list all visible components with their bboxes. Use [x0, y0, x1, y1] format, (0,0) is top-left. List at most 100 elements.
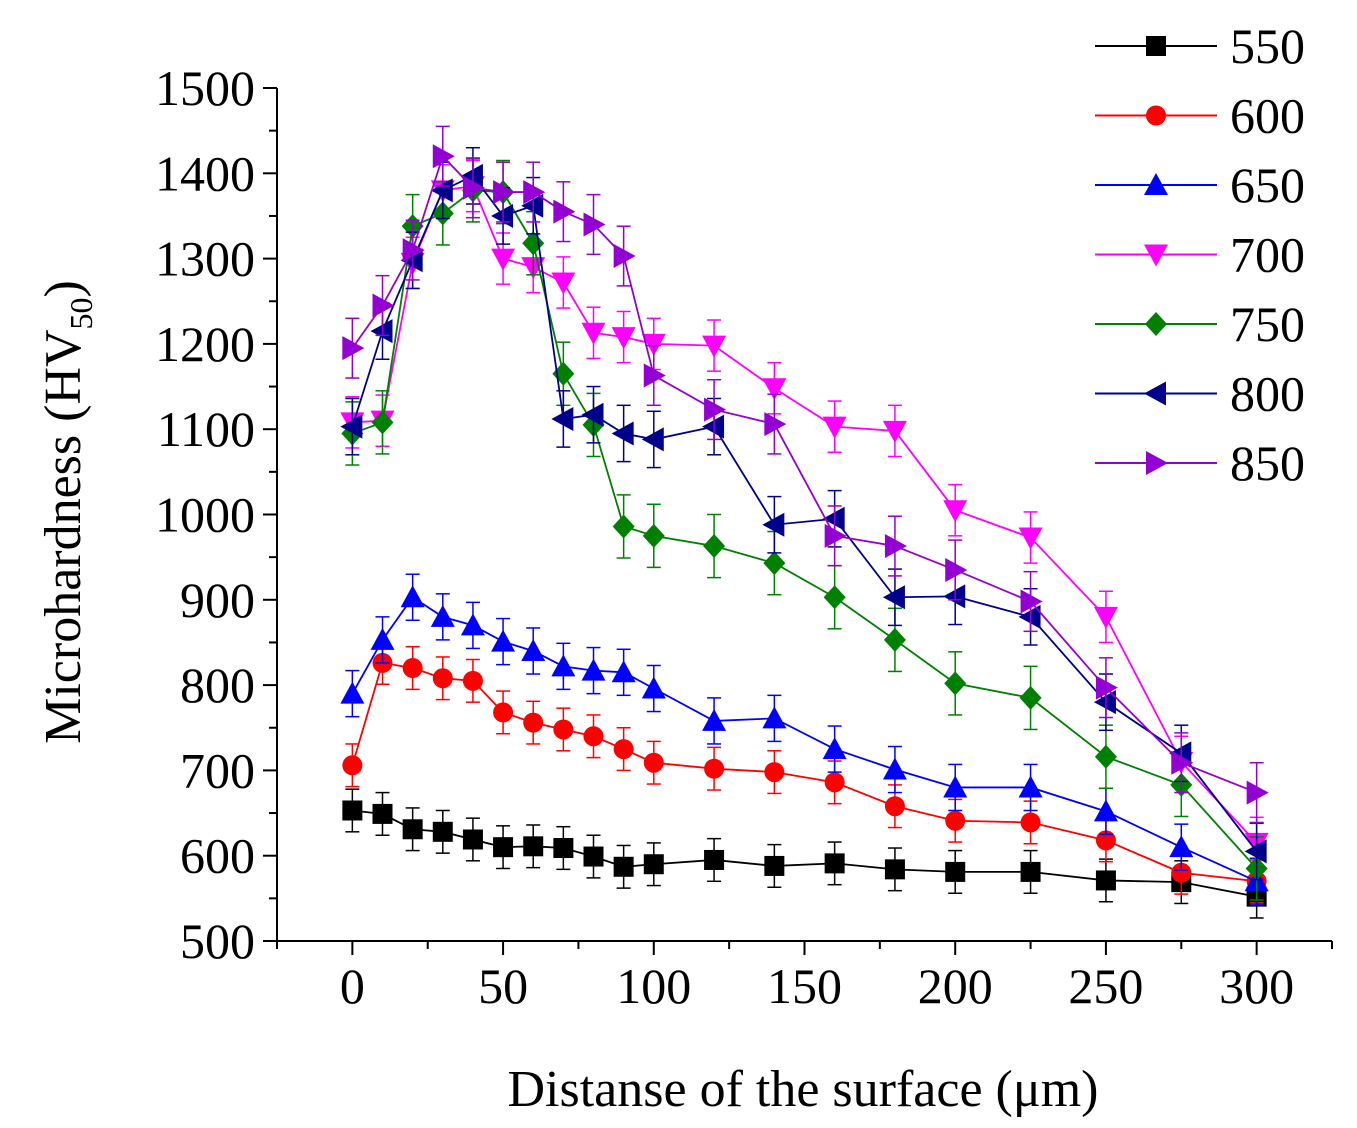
legend-label: 800 — [1230, 366, 1305, 422]
data-point — [611, 421, 634, 446]
legend-marker — [1144, 244, 1168, 267]
data-point — [884, 859, 905, 880]
data-point — [553, 199, 576, 224]
data-point — [430, 604, 455, 627]
data-point — [491, 629, 516, 652]
data-point — [1095, 675, 1118, 700]
legend-marker — [1146, 105, 1166, 126]
data-point — [704, 758, 725, 779]
data-point — [702, 335, 727, 358]
axes: 500 600 700 800 900 1000 1100 1200 1300 1400 1500 0… — [155, 60, 1333, 1014]
series-850 — [342, 125, 1269, 824]
data-point — [372, 803, 393, 824]
data-point — [402, 819, 423, 840]
data-point — [822, 416, 847, 439]
legend-item-850: 850 — [1095, 435, 1305, 491]
data-point — [340, 414, 363, 439]
y-tick-label: 700 — [180, 742, 255, 798]
data-point — [1171, 862, 1192, 883]
data-point — [764, 412, 787, 437]
data-point — [462, 829, 483, 850]
data-point — [462, 670, 483, 691]
data-point — [491, 248, 516, 271]
data-point — [583, 212, 606, 237]
data-point — [370, 627, 395, 650]
data-point — [1094, 744, 1117, 769]
data-point — [523, 712, 544, 733]
data-point — [400, 585, 425, 608]
data-point — [551, 272, 576, 295]
x-tick-label: 300 — [1219, 958, 1294, 1014]
data-point — [613, 739, 634, 760]
data-point — [642, 523, 665, 548]
legend-marker — [1146, 36, 1166, 56]
series-line — [352, 185, 1258, 844]
data-point — [702, 708, 727, 731]
data-point — [1020, 812, 1041, 833]
y-tick-label: 600 — [180, 828, 255, 884]
y-axis-title-subscript: 50 — [63, 297, 99, 329]
data-point — [882, 585, 905, 610]
data-point — [1095, 870, 1116, 891]
data-point — [883, 627, 906, 652]
series-650 — [340, 573, 1269, 906]
y-tick-label: 1500 — [155, 60, 255, 116]
data-point — [581, 658, 606, 681]
data-point — [342, 336, 365, 361]
data-point — [824, 853, 845, 874]
data-point — [460, 163, 483, 188]
data-point — [884, 534, 907, 559]
data-point — [1093, 799, 1118, 822]
legend-item-700: 700 — [1095, 227, 1305, 283]
data-point — [641, 676, 666, 699]
y-tick-label: 800 — [180, 657, 255, 713]
data-point — [1244, 839, 1267, 864]
data-point — [521, 193, 544, 218]
y-axis-title-main: Microhardness (HV — [35, 329, 92, 743]
data-point — [432, 144, 455, 169]
data-point — [822, 737, 847, 760]
data-point — [583, 726, 604, 747]
data-point — [1018, 527, 1043, 550]
data-point — [824, 772, 845, 793]
series-700 — [340, 159, 1269, 870]
data-point — [1018, 604, 1041, 629]
data-point — [763, 551, 786, 576]
x-axis-title: Distanse of the surface (μm) — [508, 1061, 1099, 1118]
data-point — [1246, 780, 1269, 805]
data-point — [943, 500, 968, 523]
legend: 550 600 650 700 750 800 850 — [1095, 18, 1305, 491]
data-point — [764, 762, 785, 783]
y-tick-label: 1200 — [155, 316, 255, 372]
data-point — [613, 856, 634, 877]
data-point — [1093, 606, 1118, 629]
data-point — [551, 654, 576, 677]
data-point — [523, 180, 546, 205]
data-point — [462, 175, 485, 200]
legend-item-750: 750 — [1095, 296, 1305, 352]
data-point — [641, 427, 664, 452]
data-point — [553, 719, 574, 740]
data-point — [1169, 835, 1194, 858]
data-point — [342, 800, 363, 821]
series-550 — [342, 788, 1267, 919]
data-point — [945, 557, 968, 582]
legend-marker — [1145, 312, 1167, 336]
data-point — [581, 322, 606, 345]
x-tick-label: 0 — [340, 958, 365, 1014]
data-point — [643, 752, 664, 773]
data-point — [762, 706, 787, 729]
data-point — [521, 638, 546, 661]
data-point — [822, 506, 845, 531]
legend-item-600: 600 — [1095, 88, 1305, 144]
x-tick-label: 50 — [478, 958, 528, 1014]
series-line — [351, 661, 1257, 883]
data-point — [643, 854, 664, 875]
data-point — [402, 238, 425, 263]
data-point — [943, 775, 968, 798]
series-600 — [342, 640, 1267, 904]
data-point — [1020, 861, 1041, 882]
data-point — [581, 402, 604, 427]
data-point — [612, 514, 635, 539]
data-point — [762, 512, 785, 537]
